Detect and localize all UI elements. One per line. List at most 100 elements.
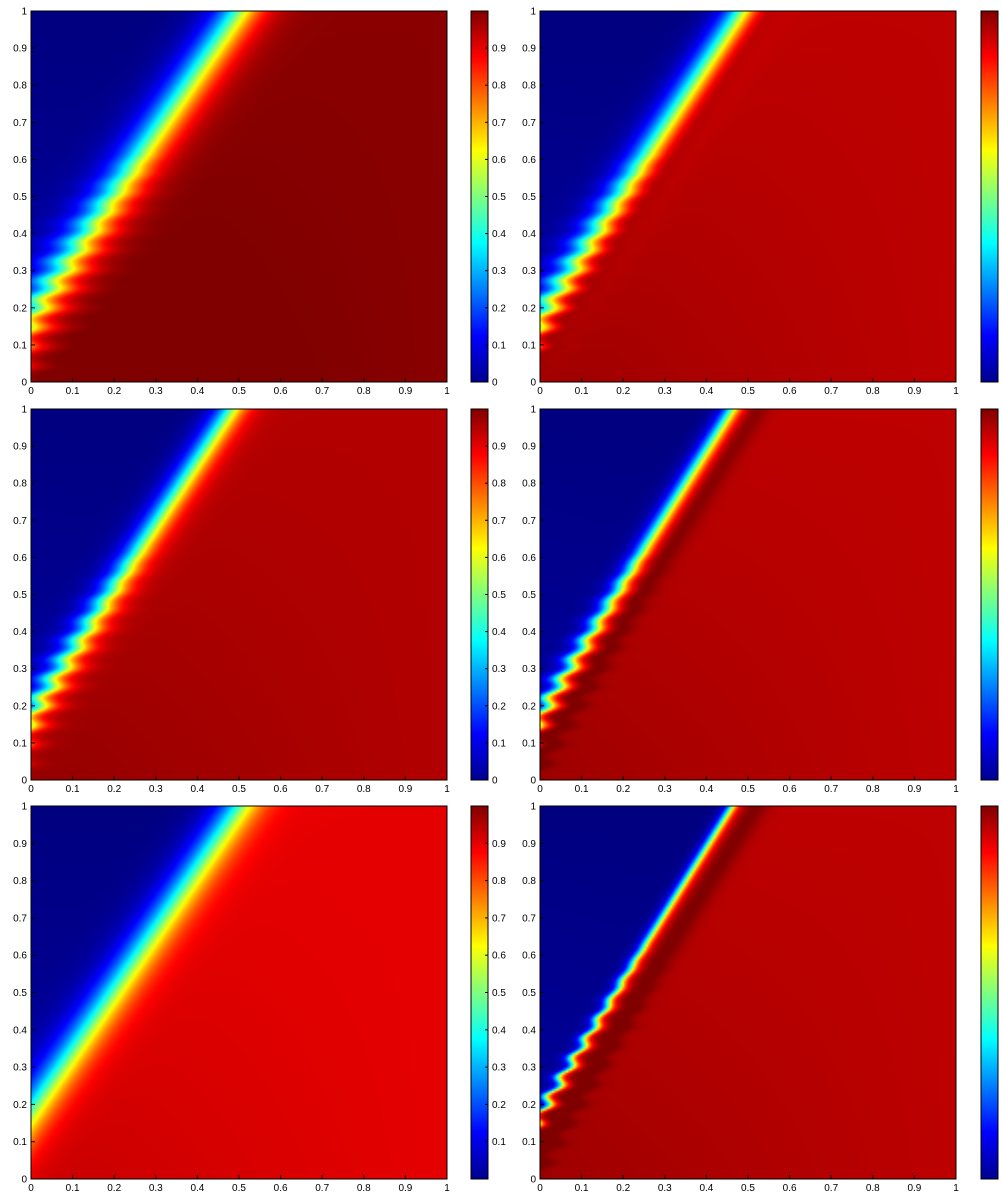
colorbar-tick-label: 0	[492, 776, 498, 787]
colorbar-tick-label: 0.5	[492, 590, 506, 601]
x-tick-label: 0.1	[66, 784, 80, 795]
x-tick-label: 0.7	[315, 1183, 329, 1194]
heatmap-panel-3: 0 0.1 0.2 0.3 0.4 0.5 0.6 0.7 0.8 0.9 100.10.20.30…	[13, 405, 506, 796]
x-tick-label: 1	[953, 386, 959, 397]
x-tick-label: 0.8	[357, 386, 371, 397]
y-tick-label: 0.5	[522, 590, 536, 601]
y-tick-label: 0.7	[522, 913, 536, 924]
x-tick-label: 0.6	[274, 386, 288, 397]
x-tick-label: 0.6	[783, 386, 797, 397]
y-tick-label: 0.1	[522, 738, 536, 749]
colorbar-tick-label: 0.9	[492, 44, 506, 55]
x-tick-label: 0.2	[107, 784, 121, 795]
y-tick-label: 0	[530, 1175, 536, 1186]
colorbar-tick-label: 0.3	[492, 1063, 506, 1074]
y-tick-label: 0	[21, 1175, 27, 1186]
y-tick-label: 1	[21, 7, 27, 18]
y-tick-label: 0.6	[13, 951, 27, 962]
x-tick-label: 0.3	[658, 1183, 672, 1194]
y-tick-label: 0.9	[13, 442, 27, 453]
x-tick-label: 0.3	[658, 386, 672, 397]
y-tick-label: 0.5	[522, 192, 536, 203]
y-tick-label: 0.7	[522, 118, 536, 129]
colorbar-tick-label: 0.5	[492, 988, 506, 999]
x-tick-label: 0	[28, 1183, 34, 1194]
x-tick-label: 0.4	[699, 386, 713, 397]
y-tick-label: 0	[530, 776, 536, 787]
colorbar: 0 0.1 0.2 0.3 0.4 0.5 0.6 0.7 0.8 0.9	[470, 10, 506, 389]
y-tick-label: 0.5	[13, 590, 27, 601]
colorbar-tick-label: 0.6	[492, 951, 506, 962]
y-tick-label: 0.9	[522, 442, 536, 453]
y-tick-label: 0.5	[13, 988, 27, 999]
y-tick-label: 0.1	[13, 1137, 27, 1148]
y-tick-label: 0.2	[522, 1100, 536, 1111]
heatmap-image	[31, 11, 447, 382]
x-tick-label: 0.3	[149, 1183, 163, 1194]
x-tick-label: 0.1	[575, 1183, 589, 1194]
colorbar-tick-label: 0	[492, 378, 498, 389]
x-tick-label: 1	[444, 1183, 450, 1194]
x-tick-label: 0.9	[398, 386, 412, 397]
colorbar	[980, 805, 999, 1180]
y-tick-label: 0.3	[13, 664, 27, 675]
heatmap-image	[540, 409, 956, 780]
x-tick-label: 0.7	[824, 386, 838, 397]
y-tick-label: 1	[530, 405, 536, 416]
x-tick-label: 0.4	[190, 386, 204, 397]
y-tick-label: 1	[530, 802, 536, 813]
y-tick-label: 0	[21, 776, 27, 787]
y-tick-label: 0.2	[522, 701, 536, 712]
x-tick-label: 1	[444, 386, 450, 397]
x-tick-label: 0	[537, 784, 543, 795]
colorbar-tick-label: 0.4	[492, 229, 506, 240]
colorbar-tick-label: 0.7	[492, 118, 506, 129]
x-tick-label: 0.4	[699, 784, 713, 795]
y-tick-label: 0.3	[522, 664, 536, 675]
x-tick-label: 0.6	[274, 784, 288, 795]
colorbar-tick-label: 0.9	[492, 442, 506, 453]
x-tick-label: 0.8	[866, 386, 880, 397]
heatmap-image	[540, 11, 956, 382]
colorbar-tick-label: 0.4	[492, 1025, 506, 1036]
x-tick-label: 0.9	[907, 386, 921, 397]
y-tick-label: 0.7	[13, 516, 27, 527]
y-tick-label: 0.8	[13, 81, 27, 92]
colorbar-tick-label: 0.1	[492, 340, 506, 351]
y-tick-label: 0.6	[13, 553, 27, 564]
x-tick-label: 0.9	[907, 784, 921, 795]
x-tick-label: 1	[953, 784, 959, 795]
x-tick-label: 0.6	[783, 784, 797, 795]
x-tick-label: 0.6	[783, 1183, 797, 1194]
colorbar-tick-label: 0.6	[492, 553, 506, 564]
x-tick-label: 0	[28, 386, 34, 397]
x-tick-label: 0.7	[315, 784, 329, 795]
y-tick-label: 0.7	[522, 516, 536, 527]
x-tick-label: 1	[953, 1183, 959, 1194]
colorbar-tick-label: 0.8	[492, 81, 506, 92]
y-tick-label: 0.4	[522, 1025, 536, 1036]
y-tick-label: 0.1	[522, 340, 536, 351]
y-tick-label: 0.2	[13, 1100, 27, 1111]
x-tick-label: 0.1	[575, 784, 589, 795]
colorbar: 0 0.1 0.2 0.3 0.4 0.5 0.6 0.7 0.8 0.9	[470, 408, 506, 787]
y-tick-label: 0	[530, 378, 536, 389]
y-tick-label: 0.4	[13, 627, 27, 638]
y-tick-label: 0.6	[13, 155, 27, 166]
x-tick-label: 0.7	[824, 784, 838, 795]
y-tick-label: 0.3	[13, 266, 27, 277]
y-tick-label: 0.8	[522, 81, 536, 92]
colorbar: 0.1 0.2 0.3 0.4 0.5 0.6 0.7 0.8 0.9	[470, 805, 506, 1180]
y-tick-label: 0.6	[522, 155, 536, 166]
x-tick-label: 1	[444, 784, 450, 795]
x-tick-label: 0	[28, 784, 34, 795]
colorbar-tick-label: 0.5	[492, 192, 506, 203]
y-tick-label: 0.1	[13, 340, 27, 351]
x-tick-label: 0.2	[107, 386, 121, 397]
x-tick-label: 0.7	[824, 1183, 838, 1194]
colorbar	[980, 408, 999, 781]
x-tick-label: 0.6	[274, 1183, 288, 1194]
heatmap-panel-4: 0 0.1 0.2 0.3 0.4 0.5 0.6 0.7 0.8 0.9 1 0 0.1 0.2 0.3 0…	[522, 405, 999, 795]
y-tick-label: 0.4	[522, 627, 536, 638]
